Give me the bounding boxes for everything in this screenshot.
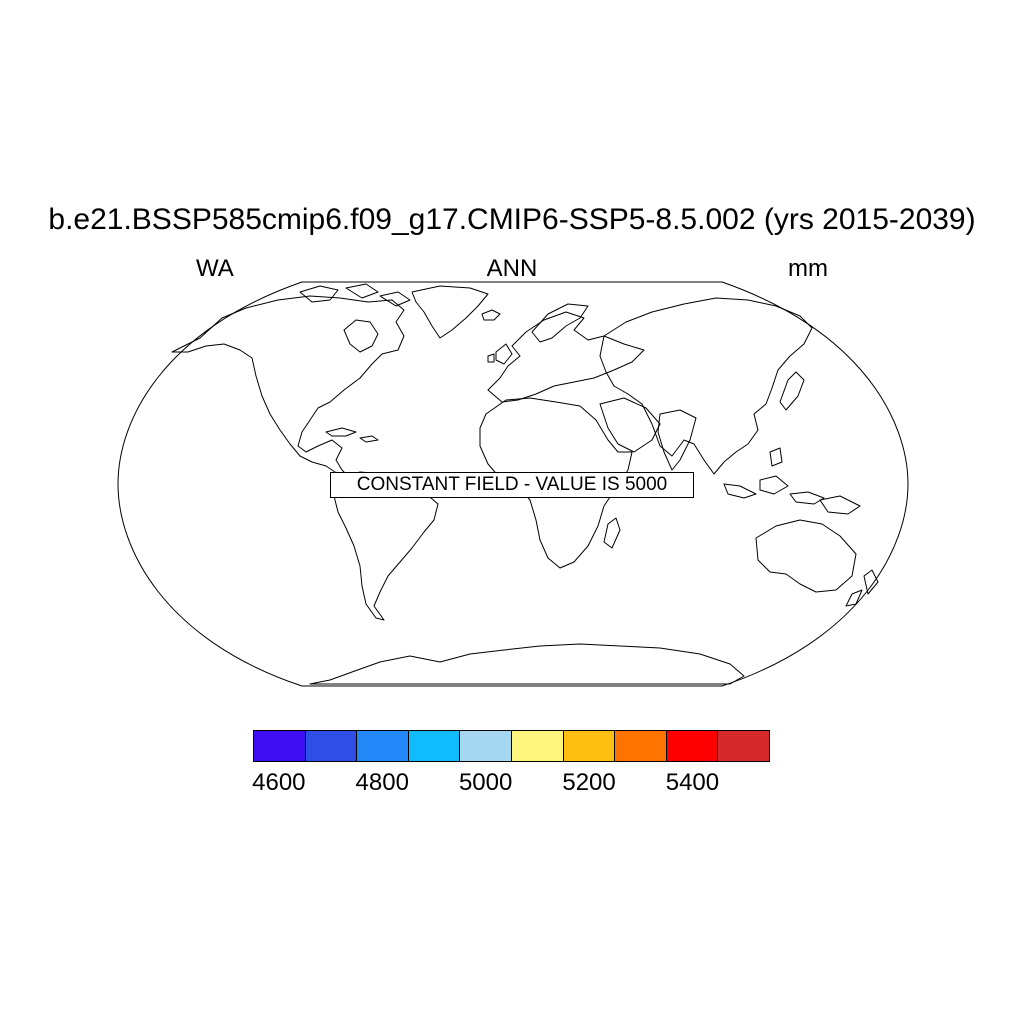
colorbar-box-4 bbox=[460, 731, 512, 761]
colorbar-box-3 bbox=[408, 731, 461, 761]
landmass-scandinavia bbox=[531, 303, 589, 343]
landmass-antarctica bbox=[309, 643, 745, 685]
colorbar-box-6 bbox=[563, 731, 616, 761]
colorbar-box-2 bbox=[357, 731, 409, 761]
colorbar-box-9 bbox=[718, 731, 769, 761]
landmass-greenland bbox=[411, 285, 489, 339]
landmass-british-isles bbox=[487, 343, 513, 365]
landmass-caribbean bbox=[325, 427, 379, 443]
colorbar-tick-label: 4800 bbox=[355, 769, 409, 796]
landmass-new-guinea bbox=[819, 495, 861, 515]
colorbar-tick-label: 5400 bbox=[665, 769, 720, 796]
landmass-india bbox=[657, 409, 697, 471]
colorbar-tick-label: 4600 bbox=[252, 769, 306, 796]
colorbar-box-8 bbox=[666, 731, 719, 761]
landmass-arctic-islands bbox=[299, 283, 411, 307]
colorbar-box-1 bbox=[305, 731, 358, 761]
landmass-hudson-bay bbox=[343, 319, 379, 353]
landmass-japan bbox=[779, 371, 805, 411]
landmass-north-america bbox=[171, 295, 405, 477]
plot-title: b.e21.BSSP585cmip6.f09_g17.CMIP6-SSP5-8.… bbox=[48, 203, 976, 236]
landmass-arabia bbox=[599, 397, 661, 453]
variable-label: WA bbox=[196, 255, 234, 282]
constant-field-notice: CONSTANT FIELD - VALUE IS 5000 bbox=[330, 472, 694, 498]
colorbar-box-0 bbox=[254, 731, 306, 761]
colorbar bbox=[253, 730, 770, 762]
colorbar-box-7 bbox=[615, 731, 667, 761]
colorbar-box-5 bbox=[511, 731, 564, 761]
landmass-indonesia bbox=[723, 447, 825, 505]
landmass-australia bbox=[755, 519, 857, 593]
landmass-madagascar bbox=[603, 517, 621, 549]
landmass-asia bbox=[599, 297, 813, 475]
units-label: mm bbox=[788, 255, 828, 282]
landmass-new-zealand bbox=[845, 569, 879, 607]
landmass-iceland bbox=[481, 309, 501, 321]
season-label: ANN bbox=[486, 255, 538, 282]
colorbar-tick-label: 5000 bbox=[458, 769, 513, 796]
colorbar-tick-label: 5200 bbox=[562, 769, 616, 796]
